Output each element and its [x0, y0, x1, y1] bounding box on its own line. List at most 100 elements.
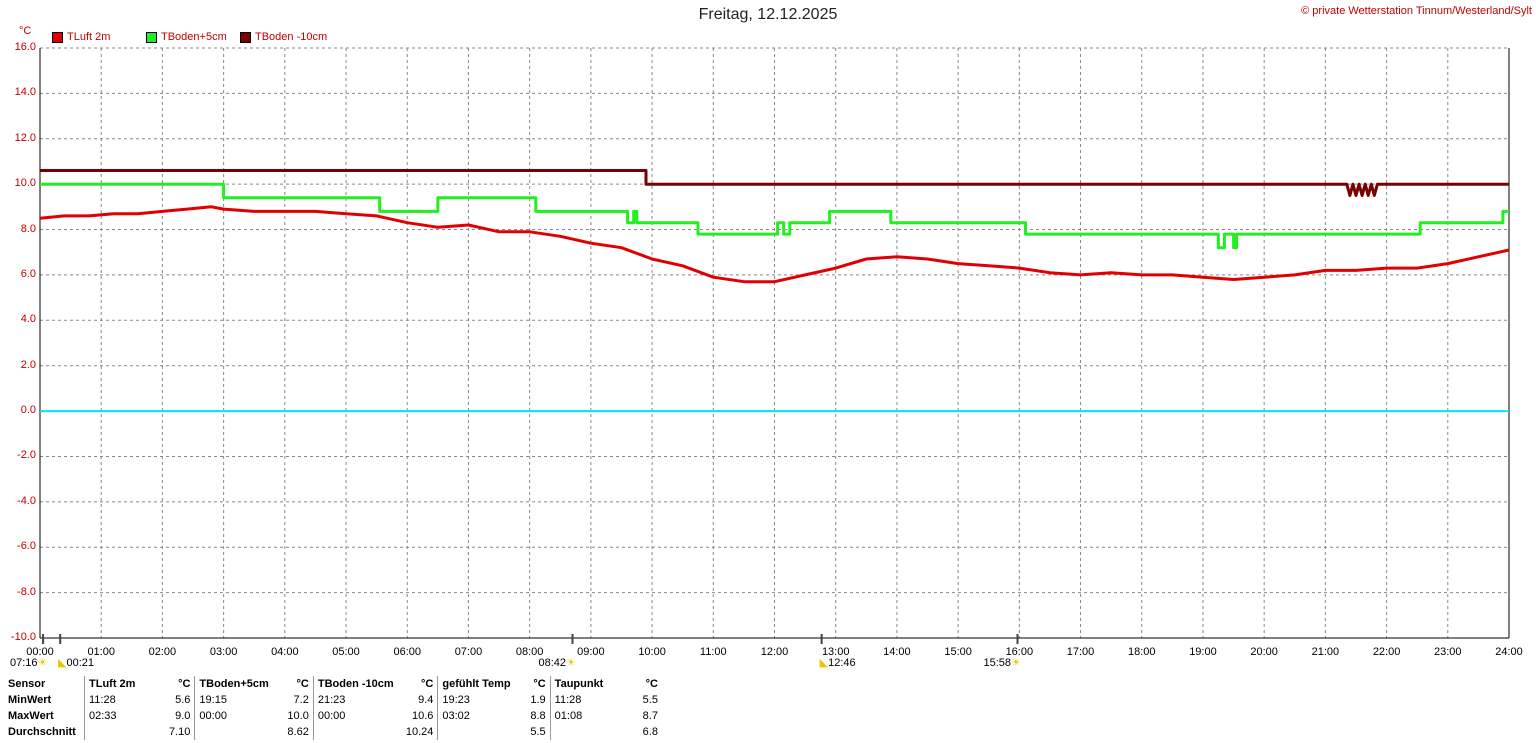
avg-value: 10.24	[405, 726, 434, 738]
x-tick-label: 11:00	[699, 646, 727, 658]
row-label-max: MaxWert	[8, 710, 54, 722]
max-time: 00:00	[312, 708, 402, 724]
x-tick-label: 10:00	[638, 646, 666, 658]
x-tick-label: 08:00	[515, 646, 544, 658]
y-tick-label: -8.0	[17, 585, 36, 598]
avg-value: 6.8	[642, 726, 658, 738]
col-unit: °C	[645, 678, 658, 690]
y-tick-label: -4.0	[17, 494, 36, 507]
legend-item-tluft: TLuft 2m	[52, 31, 110, 43]
x-tick-label: 09:00	[577, 646, 605, 658]
min-value: 5.5	[642, 694, 658, 706]
col-name: gefühlt Temp	[437, 676, 527, 692]
temperature-chart	[39, 47, 1510, 644]
stats-header-row: Sensor TLuft 2m °C TBoden+5cm °C TBoden …	[4, 676, 662, 692]
legend-swatch-tluft	[52, 31, 63, 43]
legend-label-tboden5: TBoden+5cm	[161, 31, 227, 43]
y-tick-label: -6.0	[17, 540, 36, 553]
min-time: 19:15	[194, 692, 284, 708]
legend-item-tboden10: TBoden -10cm	[240, 31, 327, 43]
x-tick-label: 05:00	[332, 646, 360, 658]
avg-value: 8.62	[287, 726, 309, 738]
x-tick-label: 15:00	[944, 646, 972, 658]
min-time: 21:23	[312, 692, 402, 708]
x-tick-label: 21:00	[1311, 646, 1340, 658]
max-time: 00:00	[194, 708, 284, 724]
copyright-text: © private Wetterstation Tinnum/Westerlan…	[1301, 5, 1532, 17]
y-tick-label: 14.0	[14, 86, 36, 99]
x-tick-label: 14:00	[883, 646, 911, 658]
max-time: 02:33	[84, 708, 165, 724]
col-unit: °C	[533, 678, 546, 690]
min-time: 19:23	[437, 692, 527, 708]
max-value: 9.0	[175, 710, 191, 722]
stats-avg-row: Durchschnitt 7.10 8.62 10.24 5.5 6.8	[4, 724, 662, 740]
y-tick-label: 10.0	[14, 177, 36, 190]
max-value: 8.7	[642, 710, 658, 722]
col-unit: °C	[296, 678, 309, 690]
row-label-sensor: Sensor	[8, 678, 46, 690]
x-tick-label: 23:00	[1434, 646, 1462, 658]
legend-item-tboden5: TBoden+5cm	[146, 31, 227, 43]
y-tick-label: 16.0	[14, 41, 36, 53]
stats-table: Sensor TLuft 2m °C TBoden+5cm °C TBoden …	[4, 676, 662, 740]
min-value: 5.6	[175, 694, 191, 706]
series-line-tboden10	[40, 169, 1509, 197]
col-name: TBoden+5cm	[194, 676, 284, 692]
sunset-marker: 15:58☀	[983, 657, 1021, 669]
avg-value: 7.10	[169, 726, 191, 738]
row-label-avg: Durchschnitt	[8, 726, 76, 738]
col-name: TBoden -10cm	[312, 676, 402, 692]
x-tick-label: 12:00	[760, 646, 789, 658]
max-value: 10.6	[411, 710, 434, 722]
x-tick-label: 20:00	[1250, 646, 1278, 658]
x-tick-label: 01:00	[87, 646, 115, 658]
stats-min-row: MinWert 11:28 5.6 19:15 7.2 21:23 9.4 19…	[4, 692, 662, 708]
avg-value: 5.5	[530, 726, 546, 738]
max-value: 8.8	[530, 710, 546, 722]
legend-label-tboden10: TBoden -10cm	[255, 31, 328, 43]
x-tick-label: 02:00	[148, 646, 177, 658]
series-line-tluft	[39, 205, 1510, 284]
y-tick-label: 0.0	[20, 404, 36, 417]
min-value: 9.4	[418, 694, 434, 706]
stats-max-row: MaxWert 02:33 9.0 00:00 10.0 00:00 10.6 …	[4, 708, 662, 724]
y-tick-label: -10.0	[10, 631, 36, 643]
min-value: 1.9	[530, 694, 546, 706]
legend-swatch-tboden10	[240, 31, 251, 43]
x-tick-label: 07:00	[454, 646, 483, 658]
x-tick-label: 03:00	[209, 646, 238, 658]
x-tick-label: 16:00	[1005, 646, 1034, 658]
x-tick-label: 24:00	[1495, 646, 1523, 658]
max-time: 03:02	[437, 708, 527, 724]
col-name: Taupunkt	[549, 676, 639, 692]
min-time: 11:28	[84, 692, 165, 708]
col-unit: °C	[178, 678, 191, 690]
min-value: 7.2	[293, 694, 309, 706]
y-tick-label: 2.0	[20, 358, 36, 371]
x-tick-label: 06:00	[393, 646, 422, 658]
sunrise-marker: 07:16☀	[10, 657, 48, 669]
y-unit-label: °C	[19, 25, 32, 37]
y-tick-label: 6.0	[20, 267, 36, 280]
y-tick-label: 12.0	[14, 131, 36, 144]
legend-label-tluft: TLuft 2m	[67, 31, 111, 43]
col-unit: °C	[421, 678, 434, 690]
min-time: 11:28	[549, 692, 639, 708]
x-tick-label: 04:00	[271, 646, 299, 658]
series-line-tboden5	[40, 182, 1509, 250]
max-value: 10.0	[287, 710, 309, 722]
x-tick-label: 18:00	[1127, 646, 1156, 658]
col-name: TLuft 2m	[84, 676, 165, 692]
moonrise-marker: ◣00:21	[58, 657, 94, 669]
chart-title: Freitag, 12.12.2025	[698, 6, 838, 23]
sun-marker: 08:42☀	[538, 657, 576, 669]
x-tick-label: 00:00	[26, 646, 54, 658]
x-tick-label: 19:00	[1189, 646, 1217, 658]
moonset-marker: ◣12:46	[819, 657, 856, 669]
x-tick-label: 22:00	[1372, 646, 1401, 658]
legend-swatch-tboden5	[146, 31, 157, 43]
x-tick-label: 13:00	[821, 646, 850, 658]
y-tick-label: 4.0	[20, 313, 36, 326]
row-label-min: MinWert	[8, 694, 52, 706]
